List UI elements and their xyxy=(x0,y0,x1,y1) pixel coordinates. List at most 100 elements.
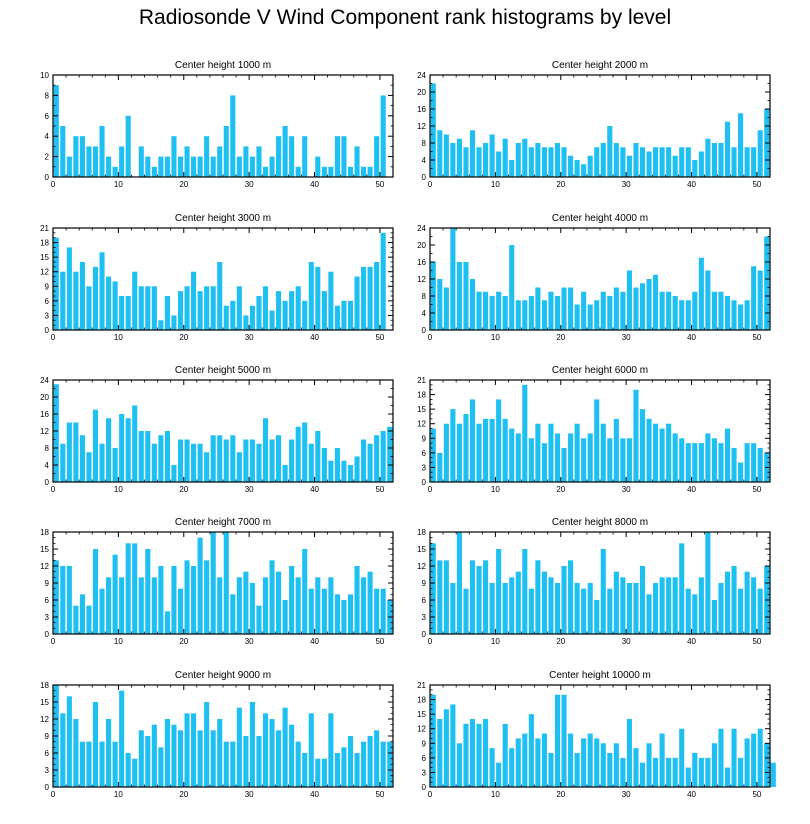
histogram-panel-6: Center height 6000 m 0 10 20 30 40 50 0 3 6 9 12 15 1… xyxy=(417,365,771,494)
histogram-bar xyxy=(711,743,717,787)
histogram-bar xyxy=(328,577,334,634)
x-tick-label: 40 xyxy=(687,485,696,494)
histogram-bar xyxy=(502,296,508,330)
x-tick-label: 50 xyxy=(752,485,761,494)
histogram-bar xyxy=(764,236,770,330)
histogram-bar xyxy=(653,274,659,330)
histogram-bar xyxy=(600,743,606,787)
histogram-bar xyxy=(367,736,373,787)
histogram-bar xyxy=(223,305,229,330)
x-tick-label: 50 xyxy=(375,180,384,189)
histogram-bar xyxy=(502,583,508,634)
histogram-bar xyxy=(600,423,606,482)
histogram-bar xyxy=(354,146,360,177)
x-tick-label: 50 xyxy=(752,637,761,646)
x-tick-label: 0 xyxy=(51,637,56,646)
histogram-bar xyxy=(476,566,482,634)
histogram-bar xyxy=(99,252,105,330)
histogram-bar xyxy=(561,287,567,330)
histogram-bar xyxy=(171,724,177,787)
histogram-bar xyxy=(315,758,321,787)
histogram-bar xyxy=(587,733,593,787)
histogram-bar xyxy=(347,594,354,634)
histogram-bar xyxy=(60,271,66,330)
histogram-bar xyxy=(528,588,534,634)
panel-title: Center height 8000 m xyxy=(552,517,648,528)
histogram-bar xyxy=(666,423,672,482)
x-tick-label: 30 xyxy=(245,485,254,494)
histogram-bar xyxy=(430,543,436,634)
histogram-bar xyxy=(282,126,288,177)
histogram-bar xyxy=(581,291,587,330)
histogram-bar xyxy=(243,439,249,482)
histogram-panel-5: Center height 5000 m 0 10 20 30 40 50 0 4 8 12 16 20… xyxy=(40,365,394,494)
histogram-bar xyxy=(164,431,170,482)
histogram-bar xyxy=(489,748,495,787)
histogram-bar xyxy=(262,713,269,787)
histogram-bar xyxy=(731,147,737,177)
histogram-bar xyxy=(574,304,580,330)
histogram-bar xyxy=(53,384,59,482)
histogram-bar xyxy=(197,443,203,482)
histogram-bar xyxy=(197,156,203,177)
histogram-bar xyxy=(757,270,763,330)
x-tick-label: 40 xyxy=(687,333,696,342)
x-tick-label: 0 xyxy=(51,180,56,189)
histogram-bar xyxy=(574,583,580,634)
y-tick-label: 12 xyxy=(40,715,49,724)
histogram-bar xyxy=(99,126,105,177)
histogram-bar xyxy=(430,83,436,177)
histogram-bar xyxy=(738,462,744,482)
histogram-bar xyxy=(659,428,665,482)
histogram-bar xyxy=(138,730,144,787)
histogram-bar xyxy=(751,266,757,330)
y-tick-label: 12 xyxy=(40,427,49,436)
histogram-bar xyxy=(308,262,314,330)
histogram-bar xyxy=(738,113,744,177)
histogram-bar xyxy=(92,409,99,482)
histogram-bar xyxy=(443,423,449,482)
x-tick-label: 40 xyxy=(687,637,696,646)
histogram-bar xyxy=(79,435,85,482)
histogram-bar xyxy=(177,439,184,482)
y-tick-label: 16 xyxy=(417,105,426,114)
y-tick-label: 10 xyxy=(40,71,49,80)
y-tick-label: 18 xyxy=(417,528,426,537)
histogram-bar xyxy=(437,560,443,634)
histogram-bar xyxy=(321,291,327,330)
histogram-bar xyxy=(509,160,515,177)
histogram-bar xyxy=(151,286,157,330)
histogram-bar xyxy=(99,741,105,787)
histogram-bar xyxy=(341,600,347,634)
histogram-bar xyxy=(463,723,469,787)
histogram-bar xyxy=(302,753,308,787)
panel-title: Center height 9000 m xyxy=(175,670,271,681)
histogram-bar xyxy=(698,577,704,634)
histogram-bar xyxy=(354,276,360,330)
histogram-bar xyxy=(587,155,593,177)
x-tick-label: 30 xyxy=(622,637,631,646)
histogram-bar xyxy=(666,577,672,634)
histogram-bar xyxy=(92,549,99,634)
histogram-bar xyxy=(361,166,367,177)
histogram-bar xyxy=(469,560,476,634)
x-tick-label: 10 xyxy=(114,485,123,494)
histogram-bar xyxy=(672,433,678,482)
histogram-bar xyxy=(191,443,197,482)
histogram-bar xyxy=(633,583,639,634)
histogram-bar xyxy=(541,733,547,787)
y-tick-label: 24 xyxy=(40,376,49,385)
histogram-bar xyxy=(269,719,275,787)
histogram-bar xyxy=(705,532,711,634)
histogram-bar xyxy=(164,719,170,787)
histogram-bar xyxy=(751,577,757,634)
y-tick-label: 0 xyxy=(45,630,50,639)
histogram-bar xyxy=(374,136,380,177)
histogram-bar xyxy=(158,435,164,482)
histogram-bar xyxy=(574,753,580,787)
histogram-bar xyxy=(463,414,469,482)
histogram-bar xyxy=(620,577,626,634)
histogram-bar xyxy=(66,696,72,787)
histogram-bar xyxy=(587,304,593,330)
histogram-bar xyxy=(249,305,255,330)
